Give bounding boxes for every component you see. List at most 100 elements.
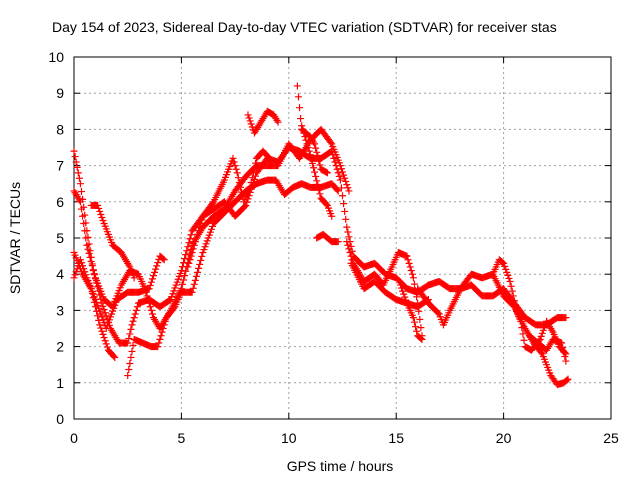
data-point <box>340 200 348 208</box>
data-point <box>83 241 91 249</box>
data-point <box>156 335 164 343</box>
data-point <box>563 376 571 384</box>
data-point <box>146 281 154 289</box>
series-track <box>70 144 570 347</box>
data-point <box>190 280 198 288</box>
data-point <box>71 153 79 161</box>
data-point <box>505 274 513 282</box>
y-tick-label: 3 <box>56 302 64 318</box>
data-point <box>159 325 167 332</box>
data-point <box>403 252 411 260</box>
data-point <box>314 181 322 189</box>
data-point <box>537 332 545 340</box>
data-point <box>238 188 246 196</box>
data-point <box>97 210 105 218</box>
data-point <box>157 332 165 340</box>
series-track <box>244 107 282 137</box>
data-point <box>103 343 111 351</box>
data-point <box>328 212 336 220</box>
y-tick-label: 4 <box>56 266 64 282</box>
data-point <box>98 327 106 335</box>
data-point <box>408 270 416 278</box>
data-point <box>99 330 107 338</box>
data-point <box>189 284 197 292</box>
data-point <box>413 327 421 335</box>
data-point <box>323 169 331 177</box>
data-point <box>246 117 254 125</box>
data-point <box>161 317 169 325</box>
data-point <box>197 256 205 264</box>
data-point <box>249 169 257 177</box>
data-point <box>125 366 133 374</box>
data-point <box>306 151 314 159</box>
data-point <box>130 314 138 322</box>
y-tick-label: 1 <box>56 375 64 391</box>
data-point <box>129 317 137 325</box>
data-point <box>398 284 406 292</box>
data-point <box>194 268 202 276</box>
data-point <box>198 252 206 260</box>
data-point <box>132 306 140 314</box>
data-point <box>345 187 353 195</box>
data-point <box>196 223 204 231</box>
data-point <box>252 159 260 167</box>
data-point <box>232 165 240 173</box>
data-point <box>310 164 318 172</box>
data-point <box>145 299 153 307</box>
data-point <box>71 271 79 279</box>
y-axis-label: SDTVAR / TECUs <box>7 182 23 294</box>
data-point <box>81 268 89 276</box>
data-point <box>126 359 134 367</box>
data-point <box>151 268 159 276</box>
x-tick-label: 15 <box>388 430 404 446</box>
data-point <box>187 231 195 239</box>
data-point <box>344 184 352 192</box>
data-point <box>84 245 92 253</box>
data-point <box>503 268 511 276</box>
data-point <box>347 252 355 260</box>
y-tick-label: 8 <box>56 121 64 137</box>
data-point <box>76 180 84 188</box>
data-point <box>190 241 198 249</box>
data-point <box>70 147 78 155</box>
data-point <box>101 309 109 317</box>
data-point <box>293 82 301 90</box>
data-point <box>303 140 311 148</box>
data-point <box>99 302 107 310</box>
data-point <box>148 310 156 318</box>
x-axis-label: GPS time / hours <box>287 458 394 474</box>
data-point <box>343 223 351 231</box>
y-tick-label: 6 <box>56 194 64 210</box>
data-point <box>559 344 567 352</box>
data-point <box>181 272 189 280</box>
data-point <box>564 375 572 383</box>
data-point <box>248 174 256 182</box>
data-point <box>333 186 341 194</box>
data-point <box>504 271 512 279</box>
data-point <box>79 262 87 270</box>
data-point <box>152 265 160 273</box>
data-point <box>88 262 96 270</box>
data-point <box>540 323 548 331</box>
data-point <box>96 321 104 329</box>
x-tick-label: 25 <box>603 430 619 446</box>
data-point <box>153 262 161 270</box>
series-track <box>313 230 342 246</box>
data-point <box>229 154 237 162</box>
data-point <box>73 265 81 273</box>
data-point <box>127 353 135 361</box>
data-point <box>343 181 351 189</box>
data-point <box>342 177 350 185</box>
data-point <box>562 314 570 322</box>
data-point <box>413 293 421 301</box>
data-point <box>72 268 80 276</box>
data-point <box>322 200 330 208</box>
data-point <box>100 334 108 342</box>
data-point <box>399 287 407 295</box>
data-point <box>418 335 426 343</box>
data-point <box>302 136 310 144</box>
data-point <box>80 265 88 273</box>
data-point <box>82 271 90 279</box>
data-point <box>337 165 345 173</box>
